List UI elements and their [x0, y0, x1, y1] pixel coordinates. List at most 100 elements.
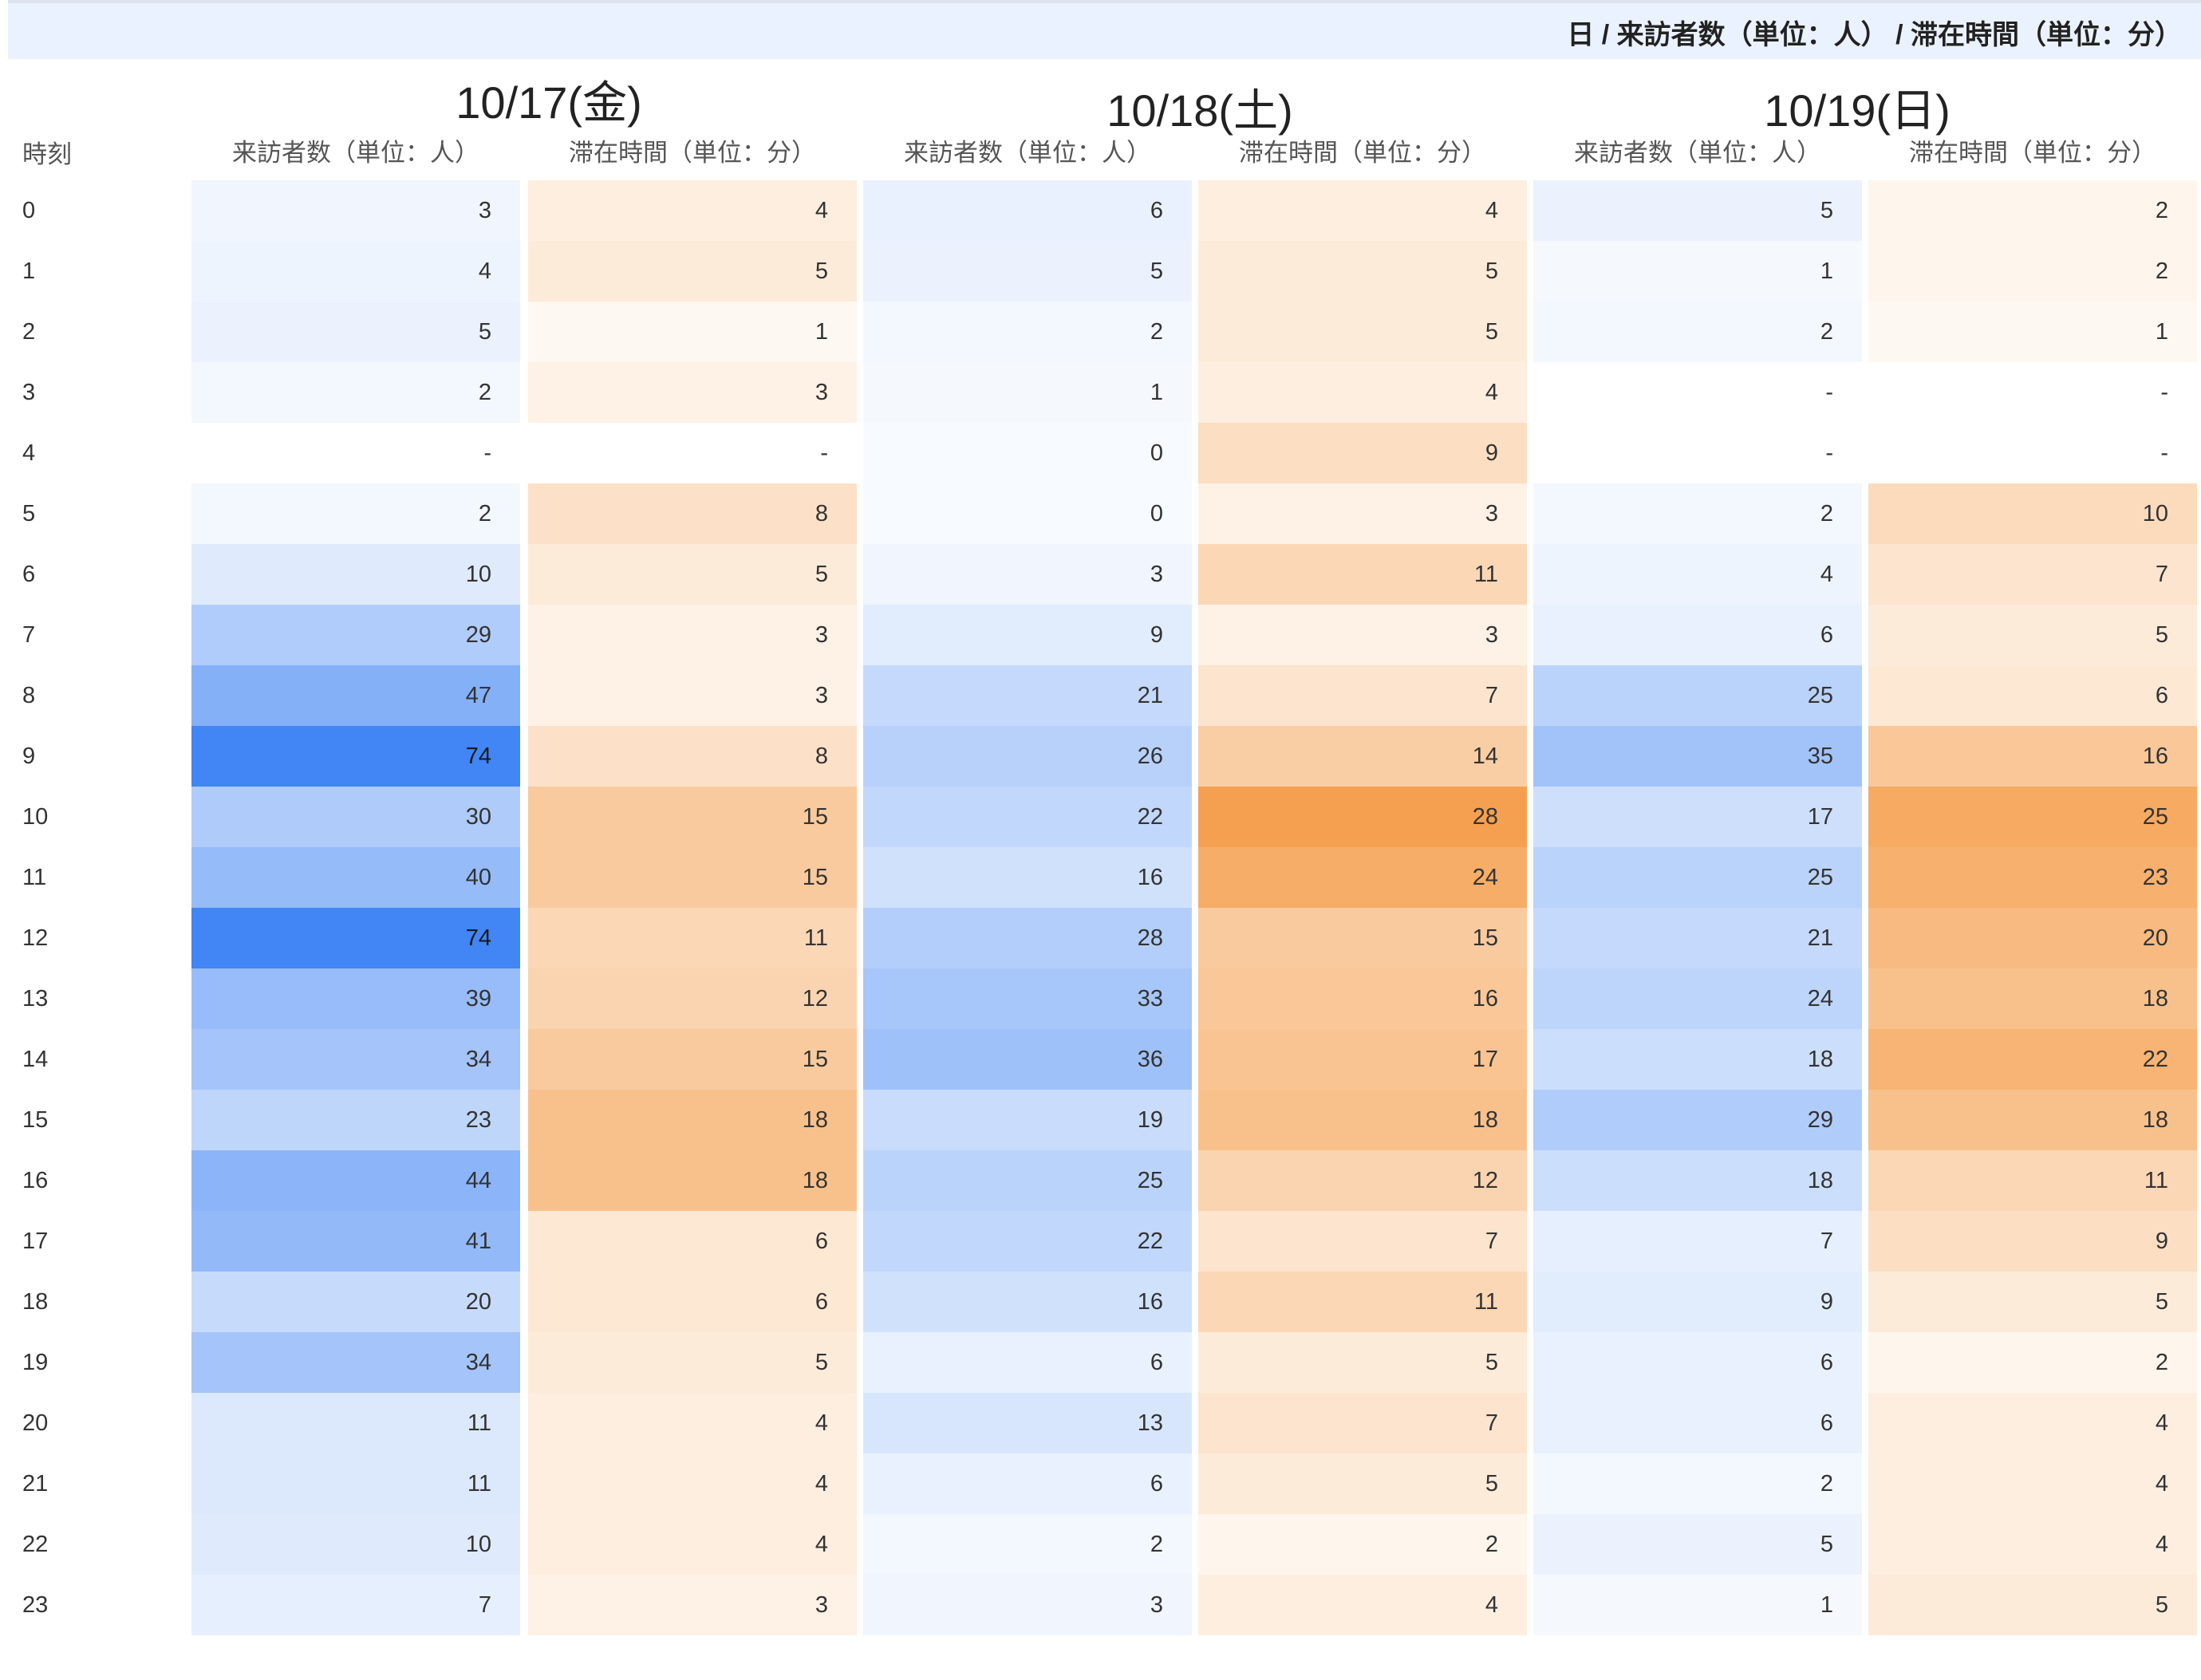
visitors-cell: 21 [1533, 908, 1862, 968]
visitors-cell: 13 [863, 1393, 1192, 1453]
hour-label: 1 [22, 258, 36, 284]
stay-cell: 4 [1198, 180, 1527, 241]
visitors-cell: 5 [191, 302, 520, 362]
visitors-cell: 2 [1533, 302, 1862, 362]
visitors-cell: 2 [1533, 483, 1862, 544]
visitors-cell: 6 [1533, 1393, 1862, 1453]
stay-cell: 4 [1198, 362, 1527, 423]
stay-cell: 6 [1868, 665, 2197, 726]
hour-label: 20 [22, 1410, 49, 1436]
stay-cell: 17 [1198, 1029, 1527, 1090]
stay-cell: 25 [1868, 787, 2197, 847]
visitors-cell: 2 [191, 362, 520, 423]
visitors-cell: 6 [863, 1332, 1192, 1393]
visitors-cell: 6 [863, 180, 1192, 241]
stay-cell: 23 [1868, 847, 2197, 908]
visitors-cell: 3 [863, 544, 1192, 605]
hour-label: 19 [22, 1350, 49, 1375]
stay-cell: 9 [1868, 1211, 2197, 1272]
stay-cell: 5 [1198, 302, 1527, 362]
visitors-cell: 20 [191, 1272, 520, 1332]
visitors-cell: 18 [1533, 1029, 1862, 1090]
visitors-cell: 25 [1533, 847, 1862, 908]
hour-label: 22 [22, 1532, 49, 1557]
stay-cell: 16 [1868, 726, 2197, 787]
visitors-cell: 10 [191, 1514, 520, 1575]
stay-cell: 4 [1868, 1453, 2197, 1514]
stay-cell: 4 [528, 1453, 857, 1514]
hour-label: 5 [22, 501, 36, 526]
visitors-cell: 74 [191, 726, 520, 787]
stay-cell: 24 [1198, 847, 1527, 908]
hour-label: 15 [22, 1107, 49, 1133]
visitors-cell: 0 [863, 423, 1192, 483]
visitors-cell: 18 [1533, 1150, 1862, 1211]
visitors-column-header: 来訪者数（単位：人） [904, 139, 1151, 167]
visitors-cell: - [1533, 362, 1862, 423]
hour-label: 17 [22, 1228, 49, 1254]
stay-column-header: 滞在時間（単位：分） [1239, 139, 1486, 167]
visitors-cell: 10 [191, 544, 520, 605]
visitors-cell: 25 [863, 1150, 1192, 1211]
hour-label: 4 [22, 440, 36, 466]
visitors-cell: 5 [1533, 180, 1862, 241]
stay-cell: 5 [528, 241, 857, 302]
visitors-cell: 39 [191, 968, 520, 1029]
stay-cell: 22 [1868, 1029, 2197, 1090]
visitors-cell: 44 [191, 1150, 520, 1211]
visitors-cell: 4 [191, 241, 520, 302]
visitors-cell: 6 [863, 1453, 1192, 1514]
stay-cell: 18 [1198, 1090, 1527, 1150]
hour-label: 12 [22, 925, 49, 951]
stay-cell: 7 [1868, 544, 2197, 605]
visitors-cell: - [191, 423, 520, 483]
stay-cell: 1 [1868, 302, 2197, 362]
visitors-cell: 34 [191, 1029, 520, 1090]
stay-cell: 15 [528, 847, 857, 908]
hour-label: 8 [22, 683, 36, 708]
stay-cell: 7 [1198, 1393, 1527, 1453]
visitors-cell: 3 [191, 180, 520, 241]
stay-cell: 5 [1868, 605, 2197, 665]
visitors-cell: 1 [1533, 241, 1862, 302]
hour-label: 14 [22, 1047, 49, 1072]
date-header: 10/19(日) [1764, 85, 1951, 136]
stay-cell: 12 [1198, 1150, 1527, 1211]
visitors-cell: 22 [863, 1211, 1192, 1272]
hour-label: 23 [22, 1592, 49, 1618]
stay-cell: 7 [1198, 1211, 1527, 1272]
visitors-cell: 17 [1533, 787, 1862, 847]
visitors-column-header: 来訪者数（単位：人） [232, 139, 479, 167]
visitors-cell: 5 [863, 241, 1192, 302]
stay-cell: 4 [1868, 1514, 2197, 1575]
stay-cell: 4 [1198, 1575, 1527, 1635]
visitors-cell: 3 [863, 1575, 1192, 1635]
visitors-cell: 2 [191, 483, 520, 544]
stay-cell: 18 [528, 1150, 857, 1211]
visitors-cell: 6 [1533, 605, 1862, 665]
stay-cell: 2 [1868, 241, 2197, 302]
visitors-cell: 23 [191, 1090, 520, 1150]
visitors-cell: 28 [863, 908, 1192, 968]
stay-cell: 4 [528, 1514, 857, 1575]
visitors-cell: 2 [863, 1514, 1192, 1575]
visitors-cell: 5 [1533, 1514, 1862, 1575]
stay-cell: 5 [1868, 1575, 2197, 1635]
visitors-cell: 9 [1533, 1272, 1862, 1332]
visitors-cell: 26 [863, 726, 1192, 787]
visitors-cell: 40 [191, 847, 520, 908]
stay-cell: 2 [1198, 1514, 1527, 1575]
hour-label: 10 [22, 804, 49, 830]
date-header: 10/17(金) [456, 77, 642, 128]
stay-cell: 16 [1198, 968, 1527, 1029]
stay-cell: 3 [528, 665, 857, 726]
visitors-cell: 34 [191, 1332, 520, 1393]
visitors-cell: - [1533, 423, 1862, 483]
hour-label: 6 [22, 562, 36, 587]
visitors-cell: 4 [1533, 544, 1862, 605]
stay-cell: 5 [1198, 241, 1527, 302]
stay-cell: 6 [528, 1211, 857, 1272]
stay-cell: 10 [1868, 483, 2197, 544]
visitors-cell: 24 [1533, 968, 1862, 1029]
stay-cell: 28 [1198, 787, 1527, 847]
